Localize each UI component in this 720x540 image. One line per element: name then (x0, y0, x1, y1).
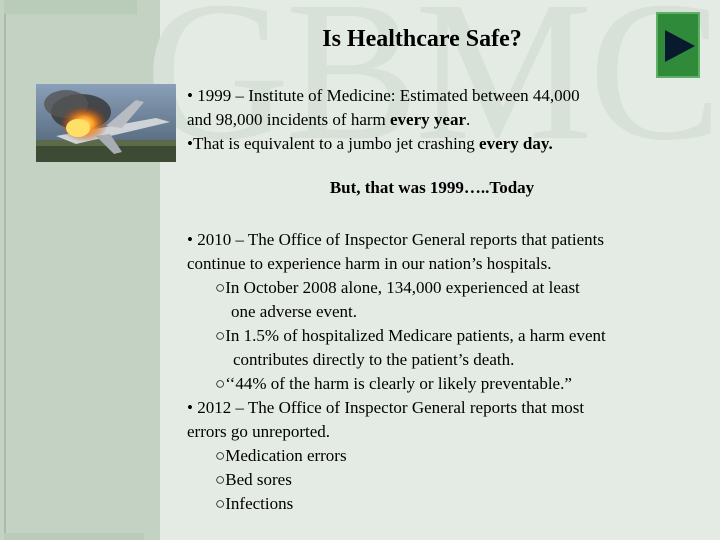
intro-text-block: • 1999 – Institute of Medicine: Estimate… (187, 84, 697, 156)
left-band (0, 0, 160, 540)
bullet-2012: • 2012 – The Office of Inspector General… (187, 398, 585, 417)
left-decor-line (4, 14, 6, 540)
bullet-2012-cont: errors go unreported. (187, 422, 331, 441)
sub-bullet-october-cont: one adverse event. (231, 302, 358, 321)
transition-line: But, that was 1999…..Today (329, 178, 535, 197)
watermark-logo: GBMC (145, 0, 720, 182)
plane-crash-photo (36, 84, 176, 162)
top-decor-bar (4, 0, 137, 14)
bullet-2010-cont: continue to experience harm in our natio… (187, 254, 552, 273)
play-triangle-icon (665, 30, 695, 62)
sub-bullet-medicare: ○In 1.5% of hospitalized Medicare patien… (215, 326, 606, 345)
bullet-1999: • 1999 – Institute of Medicine: Estimate… (187, 86, 580, 105)
next-slide-button[interactable] (656, 12, 700, 78)
bullet-2010: • 2010 – The Office of Inspector General… (187, 230, 604, 249)
sub-bullet-medicare-cont: contributes directly to the patient’s de… (233, 350, 515, 369)
bottom-decor-bar (4, 533, 144, 540)
sub-bullet-bed-sores: ○Bed sores (215, 470, 292, 489)
sub-bullet-medication: ○Medication errors (215, 446, 347, 465)
sub-bullet-october: ○In October 2008 alone, 134,000 experien… (215, 278, 580, 297)
jumbo-jet-line: •That is equivalent to a jumbo jet crash… (187, 134, 553, 153)
sub-bullet-preventable: ○‘‘44% of the harm is clearly or likely … (215, 374, 572, 393)
slide-title: Is Healthcare Safe? (322, 26, 522, 52)
harm-line: and 98,000 incidents of harm every year. (187, 110, 471, 129)
main-text-block: • 2010 – The Office of Inspector General… (187, 228, 697, 516)
sub-bullet-infections: ○Infections (215, 494, 294, 513)
